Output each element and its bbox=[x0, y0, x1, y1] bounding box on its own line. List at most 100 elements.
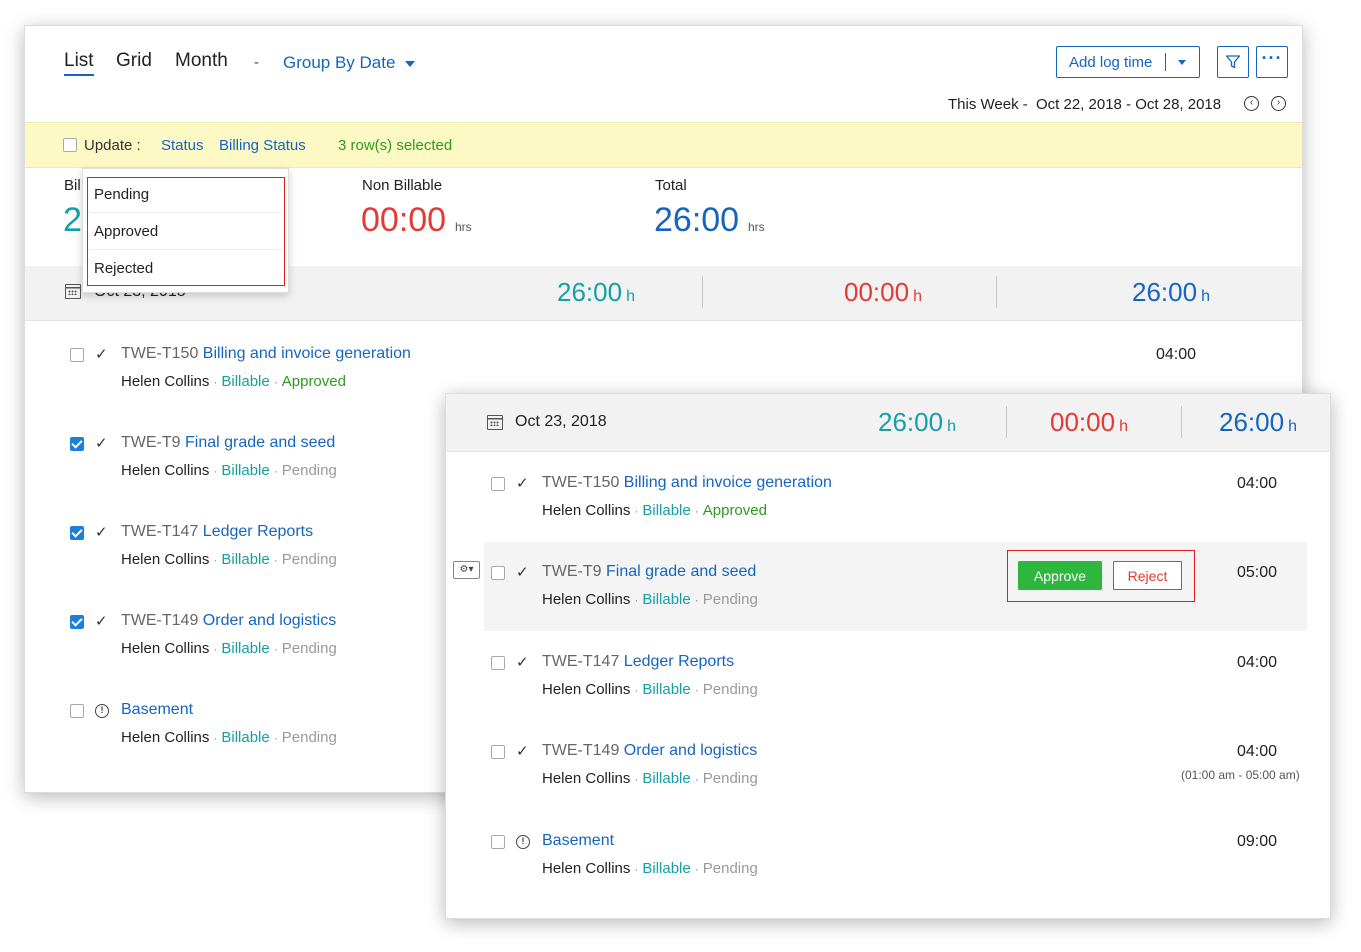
next-week-icon[interactable]: › bbox=[1271, 96, 1286, 111]
non-billable-label: Non Billable bbox=[362, 177, 443, 194]
date-group-non-billable: 00:00 h bbox=[844, 277, 922, 307]
table-row[interactable]: ✓ TWE-T9 Final grade and seed Helen Coll… bbox=[25, 433, 425, 493]
status-option-pending[interactable]: Pending bbox=[94, 186, 150, 203]
task-title[interactable]: TWE-T150 Billing and invoice generation bbox=[542, 474, 832, 491]
divider bbox=[90, 249, 282, 250]
row-duration: 04:00 bbox=[1156, 346, 1197, 363]
view-tab-month[interactable]: Month bbox=[175, 50, 228, 71]
row-duration: 04:00 bbox=[1237, 743, 1278, 760]
row-duration: 09:00 bbox=[1237, 833, 1278, 850]
dropdown-highlight-frame: Pending Approved Rejected bbox=[87, 177, 285, 286]
task-title[interactable]: TWE-T9 Final grade and seed bbox=[542, 563, 757, 580]
row-checkbox[interactable] bbox=[70, 526, 84, 540]
table-row[interactable]: ✓ TWE-T147 Ledger Reports Helen Collins ·… bbox=[25, 522, 425, 582]
table-row[interactable]: ✓ TWE-T150 Billing and invoice generatio… bbox=[446, 473, 1330, 533]
check-icon: ✓ bbox=[95, 613, 108, 630]
date-group-billable: 26:00 h bbox=[557, 277, 635, 307]
row-meta: Helen Collins · Billable · Approved bbox=[542, 502, 767, 519]
table-row[interactable]: ! Basement Helen Collins · Billable · Pendin… bbox=[25, 700, 425, 760]
previous-week-icon[interactable]: ‹ bbox=[1244, 96, 1259, 111]
add-log-time-button[interactable]: Add log time bbox=[1056, 46, 1200, 78]
column-divider bbox=[1006, 406, 1007, 438]
table-row[interactable]: ✓ TWE-T147 Ledger Reports Helen Collins ·… bbox=[446, 652, 1330, 712]
status-option-approved[interactable]: Approved bbox=[94, 223, 159, 240]
row-checkbox[interactable] bbox=[70, 704, 84, 718]
row-meta: Helen Collins · Billable · Pending bbox=[542, 681, 758, 698]
check-icon: ✓ bbox=[95, 346, 108, 363]
task-title[interactable]: TWE-T147 Ledger Reports bbox=[542, 653, 735, 670]
group-by-dropdown[interactable]: Group By Date bbox=[283, 53, 416, 73]
task-title[interactable]: TWE-T150 Billing and invoice generation bbox=[121, 345, 411, 362]
row-meta: Helen Collins · Billable · Pending bbox=[121, 551, 337, 568]
column-divider bbox=[702, 276, 703, 308]
add-log-time-label: Add log time bbox=[1069, 53, 1153, 71]
info-icon: ! bbox=[95, 704, 109, 718]
column-divider bbox=[996, 276, 997, 308]
reject-button[interactable]: Reject bbox=[1113, 561, 1182, 590]
table-row[interactable]: ✓ TWE-T150 Billing and invoice generatio… bbox=[25, 344, 1302, 404]
more-options-button[interactable]: ··· bbox=[1256, 46, 1288, 78]
row-meta: Helen Collins · Billable · Pending bbox=[542, 591, 758, 608]
task-title[interactable]: Basement bbox=[121, 701, 194, 718]
task-title[interactable]: TWE-T9 Final grade and seed bbox=[121, 434, 336, 451]
date-group-date: Oct 23, 2018 bbox=[515, 413, 607, 430]
select-all-checkbox[interactable] bbox=[63, 138, 77, 152]
row-meta: Helen Collins · Billable · Pending bbox=[542, 860, 758, 877]
task-title[interactable]: TWE-T147 Ledger Reports bbox=[121, 523, 314, 540]
gear-icon[interactable]: ⚙▾ bbox=[453, 561, 480, 579]
group-by-label: Group By Date bbox=[283, 53, 396, 72]
row-checkbox[interactable] bbox=[70, 348, 84, 362]
check-icon: ✓ bbox=[516, 564, 529, 581]
table-row[interactable]: ✓ TWE-T149 Order and logistics Helen Col… bbox=[446, 741, 1330, 801]
table-row[interactable]: ✓ TWE-T9 Final grade and seed Helen Coll… bbox=[446, 562, 1330, 622]
total-unit: hrs bbox=[748, 220, 765, 234]
calendar-icon bbox=[487, 415, 503, 430]
row-checkbox[interactable] bbox=[491, 477, 505, 491]
period-label: This Week - bbox=[948, 96, 1028, 113]
billable-total: 2 bbox=[63, 201, 82, 239]
check-icon: ✓ bbox=[516, 475, 529, 492]
non-billable-unit: hrs bbox=[455, 220, 472, 234]
chevron-down-icon[interactable] bbox=[1178, 60, 1186, 65]
status-option-rejected[interactable]: Rejected bbox=[94, 260, 154, 277]
date-group-total: 26:00 h bbox=[1219, 407, 1297, 437]
row-meta: Helen Collins · Billable · Pending bbox=[542, 770, 758, 787]
view-tab-list[interactable]: List bbox=[64, 50, 94, 76]
row-actions-highlight bbox=[1007, 550, 1195, 602]
split-divider bbox=[1165, 53, 1166, 71]
update-billing-status-link[interactable]: Billing Status bbox=[219, 137, 306, 154]
task-title[interactable]: TWE-T149 Order and logistics bbox=[542, 742, 758, 759]
row-meta: Helen Collins · Billable · Approved bbox=[121, 373, 346, 390]
period-range: Oct 22, 2018 - Oct 28, 2018 bbox=[1036, 96, 1222, 113]
update-label: Update : bbox=[84, 137, 141, 154]
chevron-down-icon bbox=[405, 60, 416, 67]
row-checkbox[interactable] bbox=[491, 835, 505, 849]
filter-icon bbox=[1225, 55, 1241, 69]
update-status-link[interactable]: Status bbox=[161, 137, 204, 154]
row-time-range: (01:00 am - 05:00 am) bbox=[1181, 768, 1300, 782]
approve-button[interactable]: Approve bbox=[1018, 561, 1102, 590]
row-checkbox[interactable] bbox=[491, 656, 505, 670]
table-row[interactable]: ! Basement Helen Collins · Billable · Pendin… bbox=[446, 831, 1330, 891]
filter-button[interactable] bbox=[1217, 46, 1249, 78]
check-icon: ✓ bbox=[516, 743, 529, 760]
task-title[interactable]: TWE-T149 Order and logistics bbox=[121, 612, 337, 629]
grand-total: 26:00 bbox=[654, 201, 740, 239]
calendar-icon bbox=[65, 284, 81, 299]
date-group-billable: 26:00 h bbox=[878, 407, 956, 437]
check-icon: ✓ bbox=[516, 654, 529, 671]
view-tab-grid[interactable]: Grid bbox=[116, 50, 152, 71]
row-checkbox[interactable] bbox=[70, 437, 84, 451]
date-group-total: 26:00 h bbox=[1132, 277, 1210, 307]
check-icon: ✓ bbox=[95, 435, 108, 452]
row-checkbox[interactable] bbox=[70, 615, 84, 629]
row-checkbox[interactable] bbox=[491, 745, 505, 759]
column-divider bbox=[1181, 406, 1182, 438]
row-checkbox[interactable] bbox=[491, 566, 505, 580]
selected-count: 3 row(s) selected bbox=[338, 137, 453, 154]
billable-label: Bil bbox=[64, 177, 81, 194]
table-row[interactable]: ✓ TWE-T149 Order and logistics Helen Col… bbox=[25, 611, 425, 671]
check-icon: ✓ bbox=[95, 524, 108, 541]
task-title[interactable]: Basement bbox=[542, 832, 615, 849]
row-meta: Helen Collins · Billable · Pending bbox=[121, 729, 337, 746]
